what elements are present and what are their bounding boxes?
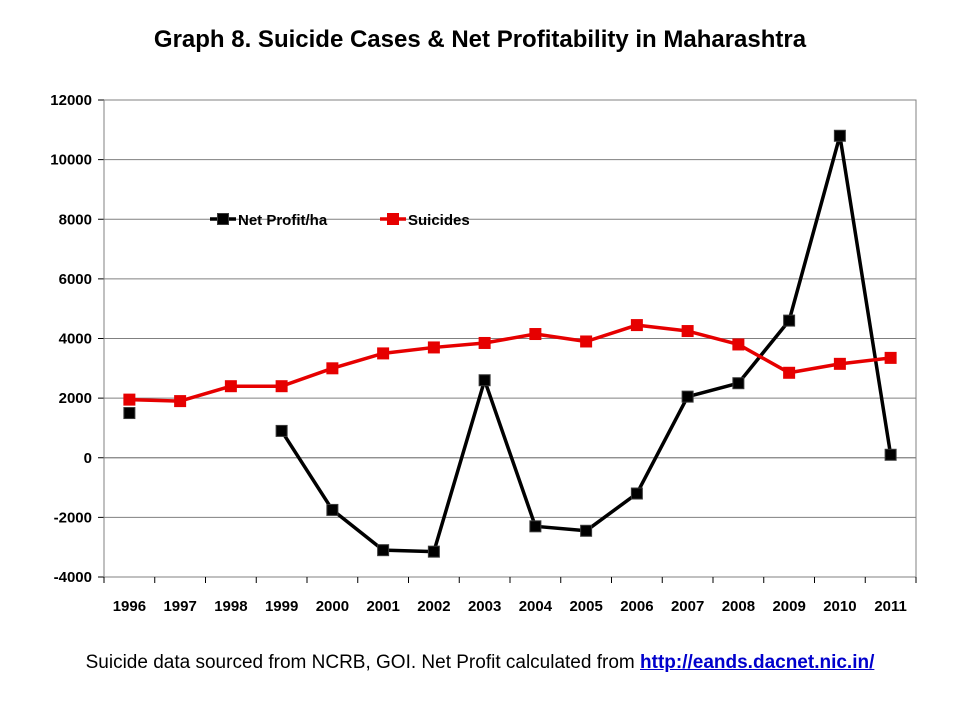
data-point xyxy=(326,503,339,516)
x-tick-label: 2000 xyxy=(316,598,349,615)
source-text: Suicide data sourced from NCRB, GOI. Net… xyxy=(85,652,641,673)
legend-marker xyxy=(387,213,399,225)
data-point xyxy=(326,362,339,375)
x-tick-label: 1997 xyxy=(163,598,196,615)
axis-layer: 12000 10000 8000 6000 4000 2000 0 -2000 -4000 199… xyxy=(50,92,917,615)
data-point xyxy=(630,319,643,332)
data-point xyxy=(224,380,237,393)
legend-item: Net Profit/ha xyxy=(210,212,328,229)
legend-label: Suicides xyxy=(408,212,470,229)
data-point xyxy=(478,374,491,387)
x-tick-label: 2011 xyxy=(874,598,907,615)
y-tick-label: 4000 xyxy=(59,331,92,348)
data-point xyxy=(478,336,491,349)
series-suicides xyxy=(123,319,897,408)
x-tick-label: 2005 xyxy=(569,598,602,615)
y-tick-label: -4000 xyxy=(54,569,92,586)
legend: Net Profit/ha Suicides xyxy=(210,212,470,229)
y-tick-label: 6000 xyxy=(59,271,92,288)
data-point xyxy=(427,545,440,558)
data-point xyxy=(783,366,796,379)
source-link[interactable]: http://eands.dacnet.nic.in/ xyxy=(640,652,875,673)
data-point xyxy=(123,407,136,420)
x-tick-label: 2010 xyxy=(823,598,856,615)
legend-item: Suicides xyxy=(380,212,470,229)
x-tick-label: 1999 xyxy=(265,598,298,615)
data-point xyxy=(529,520,542,533)
data-point xyxy=(174,395,187,408)
x-tick-label: 2008 xyxy=(722,598,755,615)
y-tick-label: 10000 xyxy=(50,152,92,169)
x-tick-label: 2006 xyxy=(620,598,653,615)
data-point xyxy=(884,448,897,461)
data-point xyxy=(427,341,440,354)
y-tick-label: 0 xyxy=(84,450,92,467)
x-tick-label: 2009 xyxy=(772,598,805,615)
data-point xyxy=(580,524,593,537)
data-point xyxy=(377,347,390,360)
x-tick-label: 2007 xyxy=(671,598,704,615)
series-layer xyxy=(123,129,897,558)
data-point xyxy=(529,328,542,341)
data-point xyxy=(377,544,390,557)
data-point xyxy=(630,487,643,500)
x-tick-label: 2001 xyxy=(366,598,399,615)
series-net-profit xyxy=(123,129,897,558)
data-point xyxy=(123,393,136,406)
data-point xyxy=(681,390,694,403)
y-tick-label: -2000 xyxy=(54,509,92,526)
data-point xyxy=(732,377,745,390)
data-point xyxy=(275,424,288,437)
x-tick-label: 2004 xyxy=(519,598,553,615)
data-point xyxy=(275,380,288,393)
x-tick-label: 1998 xyxy=(214,598,247,615)
data-point xyxy=(732,338,745,351)
data-point xyxy=(833,129,846,142)
x-tick-label: 2002 xyxy=(417,598,450,615)
data-point xyxy=(833,357,846,370)
legend-marker xyxy=(217,213,229,225)
data-point xyxy=(681,325,694,338)
y-tick-label: 12000 xyxy=(50,92,92,109)
y-tick-label: 8000 xyxy=(59,211,92,228)
data-point xyxy=(783,314,796,327)
legend-label: Net Profit/ha xyxy=(238,212,328,229)
y-tick-label: 2000 xyxy=(59,390,92,407)
data-point xyxy=(580,335,593,348)
x-tick-label: 1996 xyxy=(113,598,146,615)
x-tick-label: 2003 xyxy=(468,598,501,615)
data-point xyxy=(884,351,897,364)
source-note: Suicide data sourced from NCRB, GOI. Net… xyxy=(0,652,960,674)
series-line xyxy=(129,323,891,403)
chart-title: Graph 8. Suicide Cases & Net Profitabili… xyxy=(153,26,807,53)
